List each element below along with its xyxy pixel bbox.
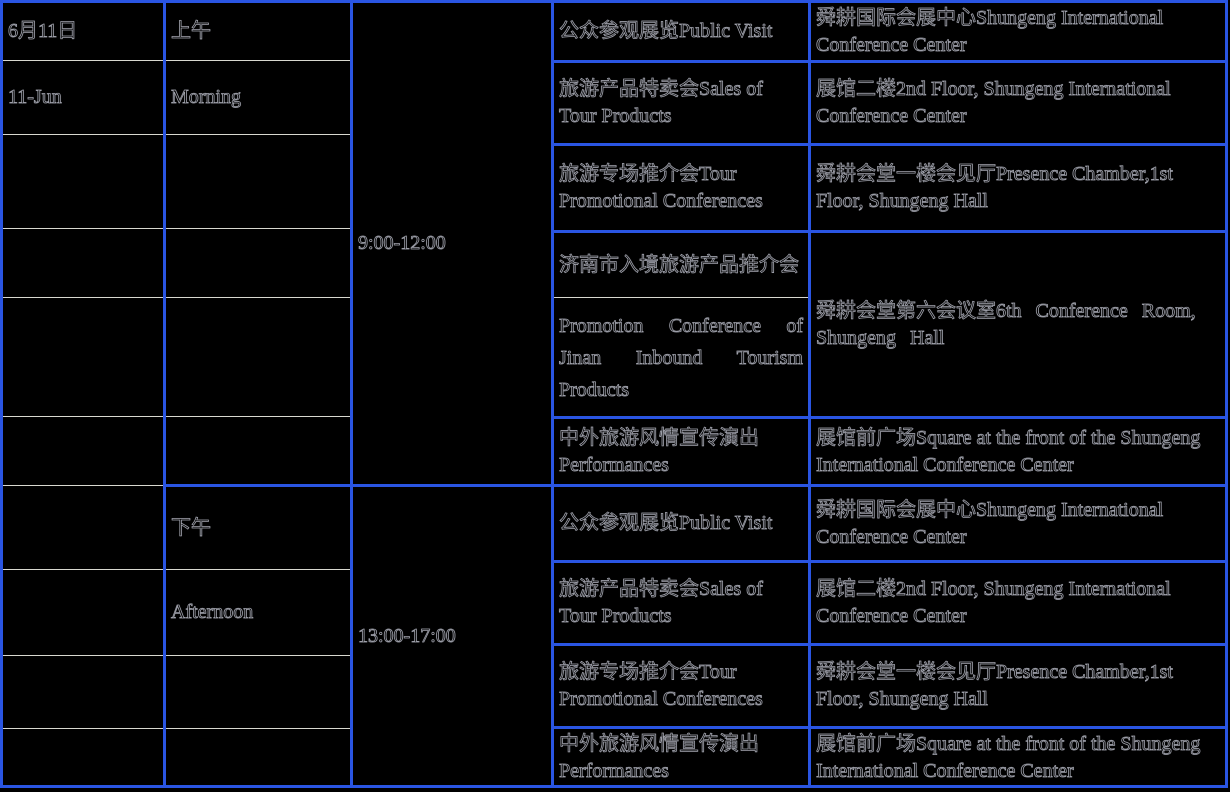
cell-period-afternoon-cn: 下午 <box>171 516 212 539</box>
cell-activity: 公众参观展览Public Visit <box>559 20 773 43</box>
cell-venue: 展馆前广场Square at the front of the Shungeng… <box>816 732 1201 782</box>
grid-line <box>163 484 1227 487</box>
grid-line <box>554 297 808 298</box>
grid-line <box>551 560 1227 563</box>
grid-line <box>551 60 1227 63</box>
cell-activity: 旅游产品特卖会Sales of Tour Products <box>559 78 764 128</box>
cell-venue: 舜耕国际会展中心Shungeng International Conferenc… <box>816 6 1164 56</box>
grid-line <box>3 228 350 229</box>
cell-venue: 舜耕会堂第六会议室6th Conference Room, Shungeng H… <box>816 299 1196 349</box>
cell-period-afternoon-en: Afternoon <box>171 601 254 624</box>
grid-line <box>551 416 1227 419</box>
cell-activity: 旅游专场推介会Tour Promotional Conferences <box>559 163 764 213</box>
cell-date-en: 11-Jun <box>8 86 63 109</box>
cell-venue: 舜耕会堂一楼会见厅Presence Chamber,1st Floor, Shu… <box>816 661 1174 711</box>
grid-line <box>3 655 350 656</box>
grid-line <box>3 60 350 61</box>
cell-time-morning: 9:00-12:00 <box>358 232 447 255</box>
cell-activity: 公众参观展览Public Visit <box>559 512 773 535</box>
cell-time-afternoon: 13:00-17:00 <box>358 625 457 648</box>
cell-venue: 展馆前广场Square at the front of the Shungeng… <box>816 426 1201 476</box>
grid-line <box>808 0 811 788</box>
cell-activity-en: Promotion Conference of Jinan Inbound To… <box>559 315 804 402</box>
cell-venue: 展馆二楼2nd Floor, Shungeng International Co… <box>816 78 1172 128</box>
cell-activity: 旅游专场推介会Tour Promotional Conferences <box>559 661 764 711</box>
grid-line <box>163 0 166 788</box>
grid-line <box>3 297 350 298</box>
grid-line <box>551 726 1227 729</box>
grid-line <box>3 728 350 729</box>
cell-venue: 舜耕国际会展中心Shungeng International Conferenc… <box>816 498 1164 548</box>
grid-line <box>3 485 163 486</box>
cell-venue: 展馆二楼2nd Floor, Shungeng International Co… <box>816 578 1172 628</box>
cell-activity: 旅游产品特卖会Sales of Tour Products <box>559 578 764 628</box>
grid-line <box>551 0 554 788</box>
grid-line <box>3 134 350 135</box>
grid-line <box>551 643 1227 646</box>
cell-activity-cn: 济南市入境旅游产品推介会 <box>559 253 800 276</box>
grid-line <box>350 0 353 788</box>
grid-line <box>3 416 350 417</box>
cell-venue: 舜耕会堂一楼会见厅Presence Chamber,1st Floor, Shu… <box>816 163 1174 213</box>
cell-period-morning-en: Morning <box>171 86 242 109</box>
cell-activity: 中外旅游风情宣传演出Performances <box>559 732 760 782</box>
cell-date-cn: 6月11日 <box>8 20 78 43</box>
cell-activity: 中外旅游风情宣传演出Performances <box>559 426 760 476</box>
cell-period-morning-cn: 上午 <box>171 20 212 43</box>
grid-line <box>551 143 1227 146</box>
grid-line <box>551 230 1227 233</box>
grid-line <box>3 569 350 570</box>
